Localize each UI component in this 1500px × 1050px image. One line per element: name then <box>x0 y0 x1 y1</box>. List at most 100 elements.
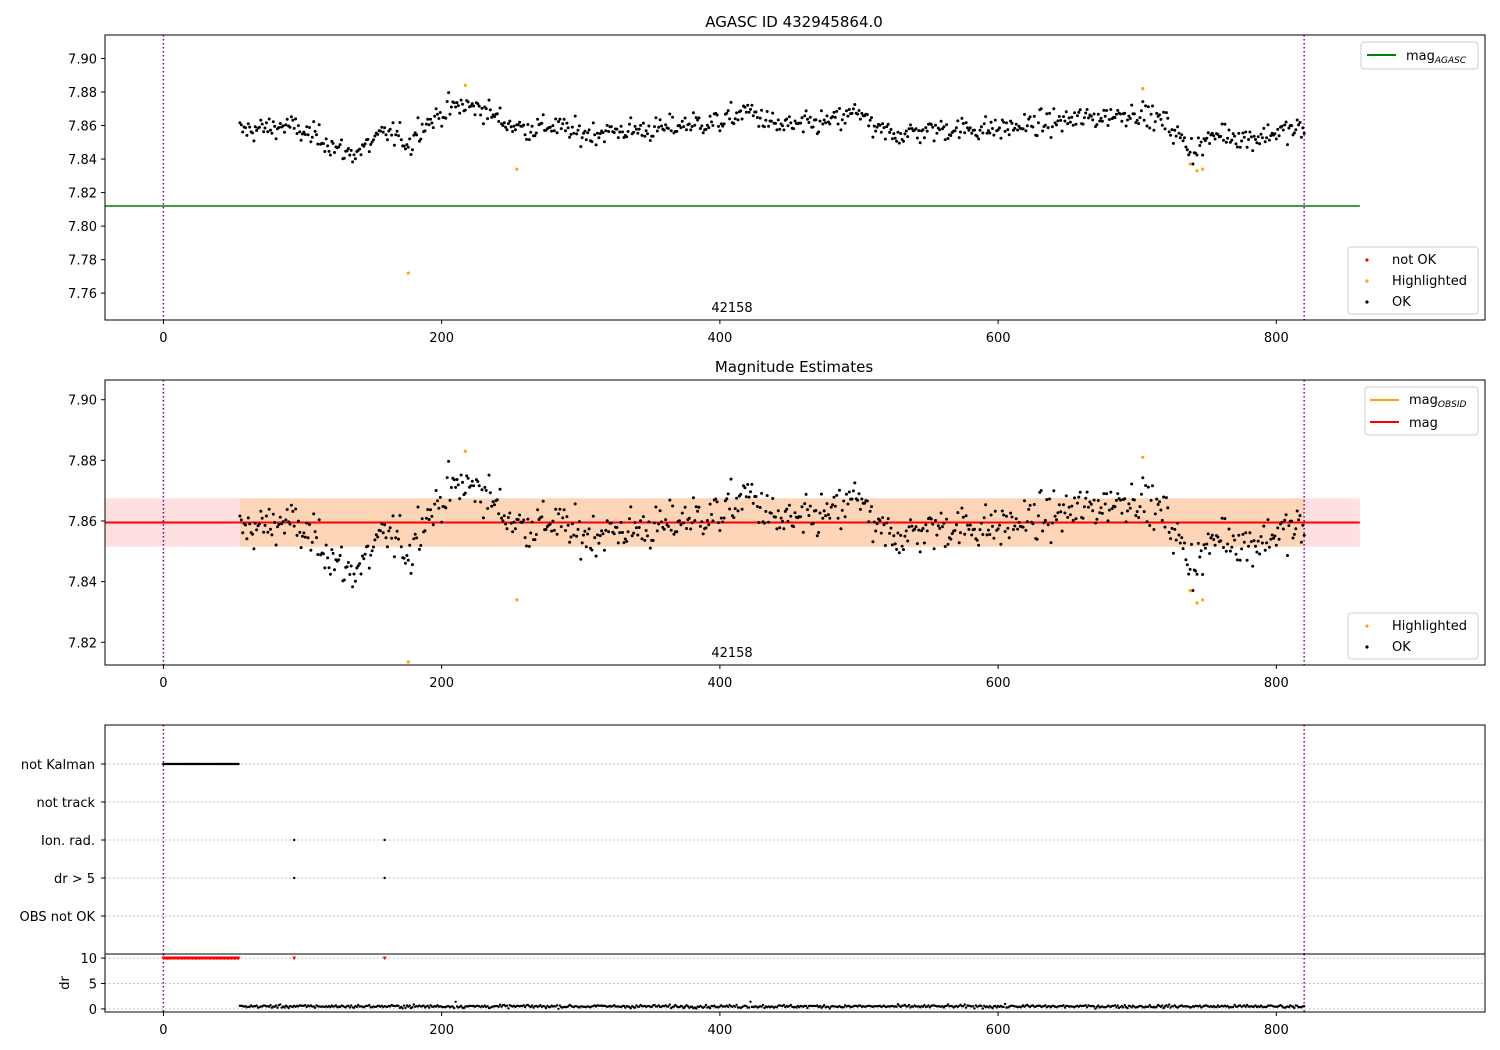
ok-point <box>910 127 914 130</box>
x-tick-label: 800 <box>1264 1023 1289 1038</box>
ok-point <box>1091 509 1095 513</box>
ok-point <box>305 125 309 129</box>
ok-point <box>871 540 875 544</box>
ok-point <box>775 128 779 132</box>
ok-point <box>978 128 982 132</box>
ok-point <box>1212 134 1216 138</box>
ok-point <box>559 127 563 131</box>
ok-point <box>1224 549 1228 553</box>
ok-point <box>1013 524 1017 528</box>
ok-point <box>488 491 492 495</box>
ok-point <box>1273 132 1277 136</box>
ok-point <box>1068 513 1072 517</box>
ok-point <box>992 536 996 540</box>
ok-point <box>662 128 666 132</box>
flag-category-label: not Kalman <box>21 758 95 773</box>
ok-point <box>1006 526 1010 530</box>
highlighted-point <box>463 83 467 87</box>
ok-point <box>1132 112 1136 116</box>
ok-point <box>701 532 705 536</box>
ok-point <box>452 478 456 482</box>
dr-point <box>313 1006 317 1009</box>
ok-point <box>764 118 768 122</box>
ok-point <box>417 547 421 551</box>
ok-point <box>1052 107 1056 111</box>
ok-point <box>504 522 508 526</box>
ok-point <box>778 526 782 530</box>
ok-point <box>1042 521 1046 525</box>
ok-point <box>675 530 679 534</box>
ok-point <box>647 124 651 128</box>
ok-point <box>551 519 555 523</box>
ok-point <box>518 120 522 124</box>
ok-point <box>373 538 377 542</box>
ok-point <box>1056 511 1060 515</box>
ok-point <box>1024 528 1028 532</box>
dr-point <box>1254 1004 1257 1007</box>
ok-point <box>1074 517 1078 521</box>
ok-point <box>321 142 325 146</box>
ok-point <box>682 521 686 525</box>
x-tick-label: 600 <box>986 676 1011 691</box>
ok-point <box>1203 546 1207 550</box>
ok-point <box>308 523 311 526</box>
ok-point <box>245 133 249 137</box>
dr-point <box>816 1004 819 1007</box>
ok-point <box>751 501 755 505</box>
dr-point <box>795 1006 798 1009</box>
ok-point <box>1003 129 1007 133</box>
ok-point <box>646 534 649 538</box>
dr-point <box>355 1005 358 1009</box>
ok-point <box>632 531 636 535</box>
ok-point <box>1063 119 1067 123</box>
ok-point <box>1242 135 1246 139</box>
ok-point <box>569 535 573 539</box>
dr-point <box>497 1005 500 1008</box>
ok-point <box>954 126 958 130</box>
ok-point <box>833 504 837 508</box>
ok-point <box>895 139 899 143</box>
ok-point <box>1184 145 1188 149</box>
ok-point <box>939 119 943 123</box>
ok-point <box>1148 524 1152 527</box>
ok-point <box>438 495 442 499</box>
ok-point <box>842 113 846 116</box>
ok-point <box>666 524 670 528</box>
ok-point <box>495 498 499 502</box>
ok-point <box>959 531 962 535</box>
ok-point <box>245 537 249 541</box>
ok-point <box>447 459 451 463</box>
ok-point <box>1002 120 1006 124</box>
ok-point <box>380 522 384 526</box>
ok-point <box>598 534 602 538</box>
ok-point <box>685 128 688 132</box>
ok-point <box>1174 134 1178 138</box>
ok-point <box>696 118 700 122</box>
ok-point <box>956 119 960 123</box>
ok-point <box>932 547 936 551</box>
ok-point <box>964 121 968 125</box>
ok-point <box>843 121 847 125</box>
ok-point <box>689 128 693 132</box>
ok-point <box>1277 537 1281 541</box>
ok-point <box>1152 128 1156 132</box>
ok-point <box>1126 118 1129 122</box>
ok-point <box>957 541 961 545</box>
ok-point <box>964 514 968 518</box>
ok-point <box>831 503 835 507</box>
dr-point <box>994 1004 997 1008</box>
ok-point <box>735 496 739 500</box>
ok-point <box>1251 564 1255 568</box>
ok-point <box>447 91 451 95</box>
ok-point <box>1005 514 1008 518</box>
ok-point <box>625 135 629 139</box>
ok-point <box>601 532 605 536</box>
ok-point <box>505 128 509 132</box>
ok-point <box>461 480 464 484</box>
ok-point <box>835 493 839 497</box>
ok-point <box>1052 489 1056 493</box>
ok-point <box>733 117 737 121</box>
ok-point <box>991 127 994 130</box>
ok-point <box>459 98 463 102</box>
ok-point <box>362 557 366 561</box>
